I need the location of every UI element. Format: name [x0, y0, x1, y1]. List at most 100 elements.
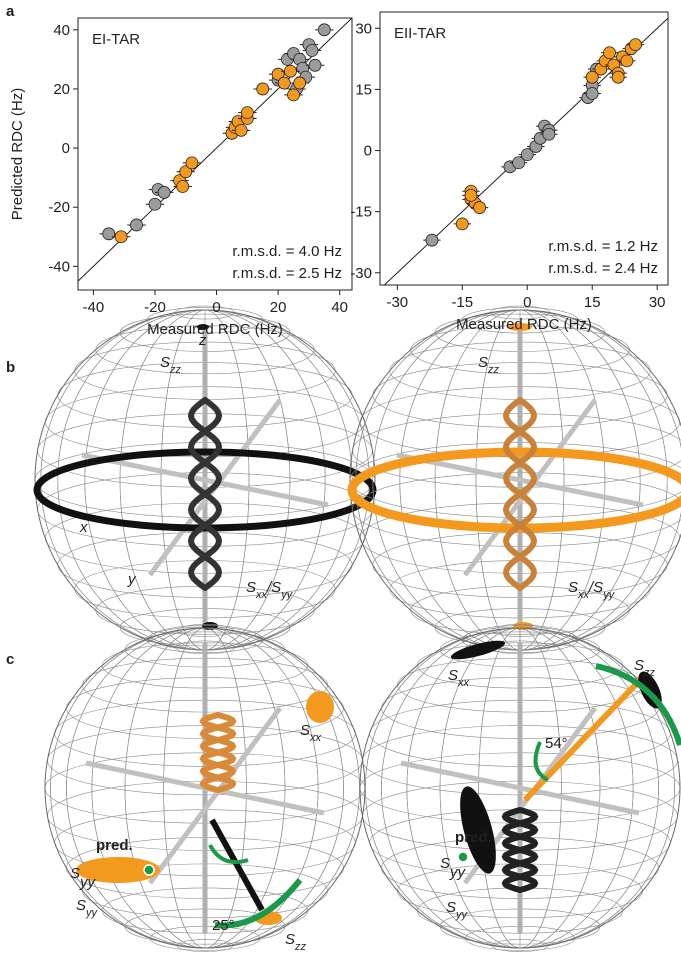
annotation-part: xx — [309, 732, 322, 744]
point — [179, 165, 193, 179]
annotation: pred. — [96, 837, 133, 854]
helix-strand — [187, 397, 223, 591]
plot-frame — [379, 11, 669, 286]
annotation-part: xx — [577, 589, 590, 601]
point — [305, 44, 319, 57]
annotation: a — [6, 3, 15, 20]
axis-line — [147, 706, 283, 885]
annotation: Sxx/Syy — [246, 579, 294, 601]
axis-line — [400, 760, 640, 816]
annotation-part: yy — [602, 589, 616, 601]
annotation-part: /S — [588, 579, 603, 596]
annotation-part: zz — [487, 364, 500, 376]
axis-line — [396, 452, 644, 508]
point — [234, 123, 248, 137]
annotation-part: /S — [266, 579, 281, 596]
annotation-part: z — [198, 332, 207, 349]
angle-arc — [533, 741, 550, 782]
point — [284, 64, 297, 78]
point — [277, 76, 291, 90]
pred-dot — [143, 864, 155, 876]
rmsd-label: r.m.s.d. = 2.5 Hz — [232, 265, 342, 282]
y-tick-label: -30 — [350, 265, 372, 282]
annotation-part: pred. — [96, 837, 133, 854]
points — [423, 38, 645, 247]
annotation-part: yy — [449, 864, 467, 881]
x-axis-label: Measured RDC (Hz) — [456, 316, 592, 333]
chart-title: EII-TAR — [394, 25, 446, 42]
y-tick-label: -20 — [48, 199, 70, 216]
x-tick-label: -30 — [386, 294, 408, 311]
annotation-part: S — [446, 899, 456, 916]
y-tick-label: -40 — [48, 258, 70, 275]
arrow — [522, 677, 643, 803]
point — [271, 67, 285, 81]
annotation: Szz — [160, 354, 182, 376]
point — [611, 70, 625, 84]
annotation: Syy — [440, 855, 467, 881]
pole-cluster — [508, 323, 532, 331]
y-tick-label: 0 — [62, 140, 70, 157]
sphere-outline — [359, 627, 681, 949]
point — [473, 201, 487, 214]
annotation-part: S — [478, 354, 488, 371]
point — [176, 180, 190, 193]
chart-title: EI-TAR — [92, 31, 140, 48]
annotation: b — [6, 359, 15, 376]
x-tick-label: -20 — [144, 299, 166, 316]
annotation-part: zz — [294, 941, 307, 953]
y-tick-label: -15 — [350, 204, 372, 221]
annotation-part: xx — [457, 677, 470, 689]
rotation-arrow — [214, 878, 303, 929]
point — [256, 82, 270, 96]
helix-strand — [199, 712, 237, 793]
annotation-part: S — [160, 354, 170, 371]
scatter-charts: -40 -20 0 20 40 -40 -20 0 20 40 EI-TAR Measured RDC… — [9, 11, 669, 338]
point — [157, 186, 171, 199]
point — [240, 106, 254, 120]
pole-cluster — [197, 324, 209, 330]
point — [455, 217, 469, 231]
annotation-part: S — [634, 657, 644, 674]
point — [585, 87, 599, 100]
point — [620, 54, 634, 68]
axis-line — [81, 452, 329, 508]
x-tick-label: 20 — [270, 299, 287, 316]
point — [425, 233, 439, 247]
point — [185, 156, 199, 170]
point — [603, 46, 616, 60]
x-tick-label: -15 — [451, 294, 473, 311]
annotation-part: yy — [280, 589, 294, 601]
helix-strand — [501, 807, 539, 893]
annotation: c — [6, 651, 14, 668]
sphere — [33, 305, 377, 655]
annotation: Sxx/Syy — [568, 579, 616, 601]
annotation-part: S — [448, 667, 458, 684]
point — [293, 76, 307, 90]
rmsd-label: r.m.s.d. = 2.4 Hz — [548, 260, 658, 277]
point — [114, 230, 128, 244]
annotation-part: zz — [643, 667, 656, 679]
annotation-part: yy — [79, 874, 97, 891]
annotation-part: S — [568, 579, 578, 596]
annotation: Szz — [285, 931, 307, 953]
annotation-part: c — [6, 651, 14, 668]
annotation-part: x — [79, 519, 88, 536]
annotation-part: a — [6, 3, 15, 20]
point — [520, 148, 534, 162]
point — [102, 227, 116, 241]
annotation: Sxx — [448, 667, 470, 689]
annotation: Szz — [478, 354, 500, 376]
annotation: Sxx — [300, 722, 322, 744]
annotation-part: S — [440, 855, 450, 872]
annotation: 54° — [545, 735, 568, 752]
annotation: y — [127, 571, 137, 588]
rmsd-label: r.m.s.d. = 4.0 Hz — [232, 243, 342, 260]
annotation-part: xx — [255, 589, 268, 601]
sphere — [44, 624, 366, 952]
annotation-part: 54° — [545, 735, 568, 752]
point — [287, 88, 300, 102]
y-tick-label: 0 — [364, 143, 372, 160]
